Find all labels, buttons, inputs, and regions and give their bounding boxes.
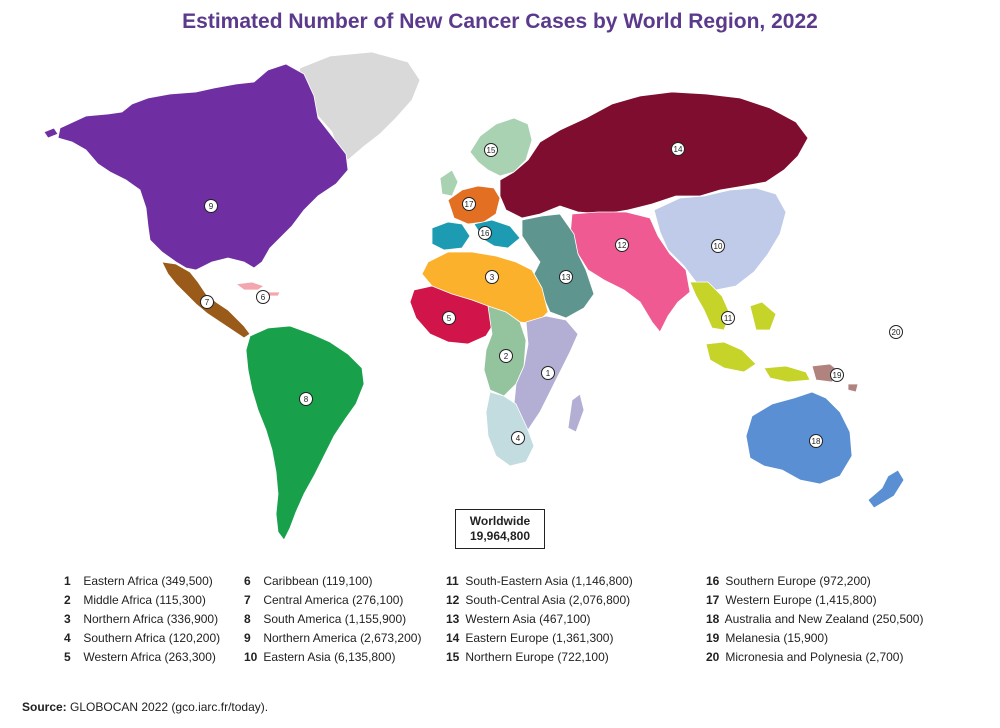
worldwide-label: Worldwide	[469, 514, 531, 528]
region-11	[689, 281, 731, 331]
legend-item: 5 Western Africa (263,300)	[64, 650, 216, 664]
region-6	[235, 281, 265, 291]
legend-item: 4 Southern Africa (120,200)	[64, 631, 221, 645]
worldwide-value: 19,964,800	[469, 529, 531, 543]
region-4	[485, 391, 535, 467]
svg-text:20: 20	[892, 328, 901, 337]
region-18	[745, 391, 853, 485]
marker-10: 10	[711, 239, 725, 253]
region-16	[431, 221, 471, 251]
region-15	[469, 117, 533, 177]
legend-col-4: 16 Southern Europe (972,200) 17 Western …	[706, 572, 923, 667]
svg-text:3: 3	[490, 273, 495, 282]
marker-12: 12	[615, 238, 629, 252]
region-18-nz	[867, 469, 905, 509]
region-10	[653, 187, 787, 291]
legend-item: 7 Central America (276,100)	[244, 593, 404, 607]
legend-item: 8 South America (1,155,900)	[244, 612, 407, 626]
svg-text:5: 5	[447, 314, 452, 323]
region-14	[499, 91, 809, 219]
legend-item: 16 Southern Europe (972,200)	[706, 574, 871, 588]
svg-text:18: 18	[812, 437, 821, 446]
region-19b	[847, 383, 859, 393]
region-11c	[749, 301, 777, 331]
marker-18: 18	[809, 434, 823, 448]
marker-11: 11	[721, 311, 735, 325]
marker-15: 15	[484, 143, 498, 157]
svg-text:7: 7	[205, 298, 210, 307]
marker-20: 20	[889, 325, 903, 339]
svg-text:4: 4	[516, 434, 521, 443]
region-8	[245, 325, 365, 540]
region-9-islands	[43, 127, 59, 139]
marker-5: 5	[442, 311, 456, 325]
region-11d	[763, 365, 811, 383]
marker-4: 4	[511, 431, 525, 445]
region-12	[569, 211, 691, 333]
legend-item: 17 Western Europe (1,415,800)	[706, 593, 877, 607]
legend-col-3: 11 South-Eastern Asia (1,146,800) 12 Sou…	[446, 572, 633, 667]
legend-item: 12 South-Central Asia (2,076,800)	[446, 593, 631, 607]
legend-col-1: 1 Eastern Africa (349,500) 2 Middle Afri…	[64, 572, 220, 667]
legend-item: 19 Melanesia (15,900)	[706, 631, 829, 645]
svg-text:16: 16	[481, 229, 490, 238]
svg-text:10: 10	[714, 242, 723, 251]
legend-item: 1 Eastern Africa (349,500)	[64, 574, 213, 588]
legend-item: 14 Eastern Europe (1,361,300)	[446, 631, 614, 645]
worldwide-total: Worldwide 19,964,800	[455, 509, 545, 549]
legend-item: 2 Middle Africa (115,300)	[64, 593, 206, 607]
svg-text:9: 9	[209, 202, 214, 211]
source-note: Source: GLOBOCAN 2022 (gco.iarc.fr/today…	[22, 700, 269, 714]
region-15-uk	[439, 169, 459, 197]
legend-item: 11 South-Eastern Asia (1,146,800)	[446, 574, 633, 588]
legend-item: 13 Western Asia (467,100)	[446, 612, 591, 626]
region-9	[57, 63, 349, 271]
svg-text:19: 19	[833, 371, 842, 380]
map-title: Estimated Number of New Cancer Cases by …	[182, 10, 818, 33]
marker-9: 9	[204, 199, 218, 213]
marker-2: 2	[499, 349, 513, 363]
region-11b	[705, 341, 757, 373]
marker-17: 17	[462, 197, 476, 211]
marker-6: 6	[256, 290, 270, 304]
legend-item: 20 Micronesia and Polynesia (2,700)	[706, 650, 904, 664]
svg-text:12: 12	[618, 241, 627, 250]
legend-item: 3 Northern Africa (336,900)	[64, 612, 219, 626]
svg-text:8: 8	[304, 395, 309, 404]
marker-3: 3	[485, 270, 499, 284]
marker-14: 14	[671, 142, 685, 156]
marker-8: 8	[299, 392, 313, 406]
legend: 1 Eastern Africa (349,500) 2 Middle Afri…	[64, 572, 994, 672]
region-1-madagascar	[567, 393, 585, 433]
svg-text:14: 14	[674, 145, 683, 154]
svg-text:1: 1	[546, 369, 551, 378]
svg-text:6: 6	[261, 293, 266, 302]
region-13	[521, 213, 595, 319]
legend-item: 10 Eastern Asia (6,135,800)	[244, 650, 396, 664]
svg-text:17: 17	[465, 200, 474, 209]
marker-16: 16	[478, 226, 492, 240]
legend-item: 18 Australia and New Zealand (250,500)	[706, 612, 924, 626]
svg-text:15: 15	[487, 146, 496, 155]
marker-19: 19	[830, 368, 844, 382]
svg-text:11: 11	[724, 314, 733, 323]
marker-1: 1	[541, 366, 555, 380]
marker-7: 7	[200, 295, 214, 309]
legend-item: 9 Northern America (2,673,200)	[244, 631, 422, 645]
legend-col-2: 6 Caribbean (119,100) 7 Central America …	[244, 572, 421, 667]
legend-item: 15 Northern Europe (722,100)	[446, 650, 609, 664]
marker-13: 13	[559, 270, 573, 284]
legend-item: 6 Caribbean (119,100)	[244, 574, 373, 588]
svg-text:13: 13	[562, 273, 571, 282]
svg-text:2: 2	[504, 352, 509, 361]
